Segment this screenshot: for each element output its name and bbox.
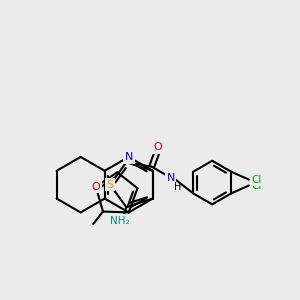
Text: NH₂: NH₂ xyxy=(110,216,130,226)
Text: H: H xyxy=(174,182,181,191)
Text: S: S xyxy=(106,180,114,190)
Text: N: N xyxy=(124,152,133,162)
Text: Cl: Cl xyxy=(252,175,262,184)
Text: N: N xyxy=(167,172,175,183)
Text: O: O xyxy=(92,182,100,192)
Text: Cl: Cl xyxy=(252,181,262,190)
Text: O: O xyxy=(153,142,162,152)
